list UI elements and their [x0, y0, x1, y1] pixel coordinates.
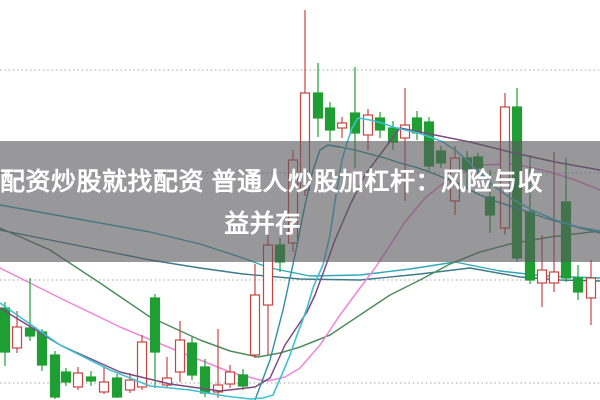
- candle-body: [72, 372, 84, 388]
- candle-body: [85, 376, 97, 382]
- candle-body: [0, 307, 11, 353]
- headline-line-2: 益并存: [224, 210, 301, 238]
- candle-body: [174, 339, 186, 373]
- ma-line-ma_slow: [0, 127, 600, 392]
- candle-body: [60, 371, 72, 383]
- candle-body: [387, 127, 399, 143]
- candle-body: [336, 122, 348, 129]
- candle-body: [98, 381, 110, 393]
- candle-body: [572, 277, 584, 293]
- candle-body: [536, 269, 548, 284]
- candle-body: [186, 342, 198, 376]
- candle-body: [136, 341, 148, 388]
- candle-body: [224, 371, 236, 385]
- candle-body: [124, 379, 136, 391]
- candle-body: [249, 294, 261, 356]
- candle-body: [11, 326, 23, 349]
- candle-body: [149, 297, 161, 353]
- headline-line-1: 配资炒股就找配资 普通人炒股加杠杆：风险与收: [0, 168, 543, 196]
- candle-body: [212, 384, 224, 393]
- candle-body: [24, 327, 36, 337]
- candle-body: [324, 107, 336, 131]
- candle-body: [237, 374, 249, 387]
- candle-body: [362, 114, 374, 136]
- candle-body: [111, 377, 123, 398]
- candle-body: [49, 354, 61, 398]
- candle-body: [312, 92, 324, 119]
- headline: 配资炒股就找配资 普通人炒股加杠杆：风险与收 益并存: [0, 141, 543, 245]
- candle-body: [585, 277, 597, 299]
- headline-banner: 配资炒股就找配资 普通人炒股加杠杆：风险与收 益并存: [0, 141, 600, 262]
- candle-body: [36, 331, 48, 366]
- candle-body: [548, 271, 560, 284]
